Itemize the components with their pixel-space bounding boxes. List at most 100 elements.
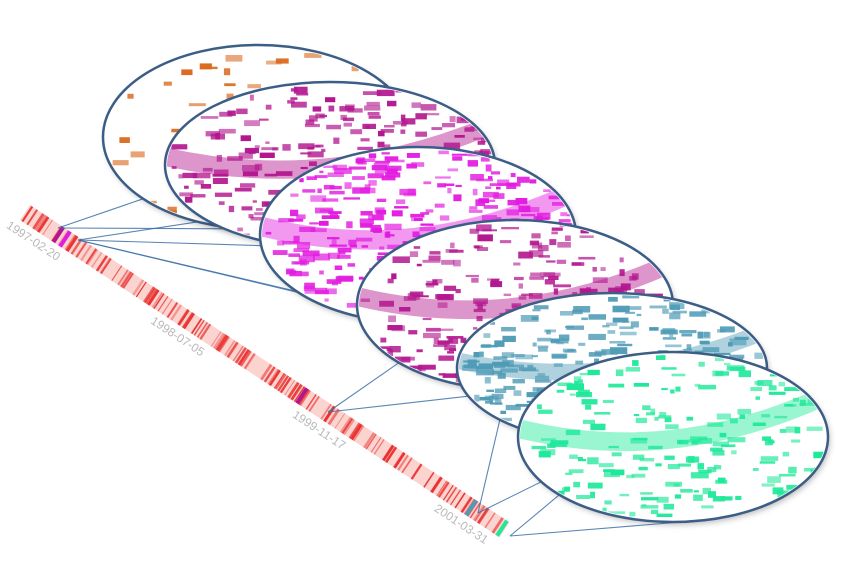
timeline-tick	[263, 366, 276, 383]
timeline-tick	[146, 288, 158, 305]
timeline-tick	[273, 373, 285, 389]
sky-map-background	[518, 352, 828, 522]
timeline-tick	[393, 451, 405, 469]
timeline-tick	[70, 238, 83, 255]
timeline-tick	[274, 373, 287, 390]
connector-line	[509, 521, 681, 537]
timeline-snapshot-marker	[464, 499, 478, 517]
timeline-tick	[232, 345, 244, 362]
timeline-tick	[267, 368, 280, 385]
timeline-tick	[177, 309, 190, 326]
timeline-ticks	[21, 205, 509, 537]
timeline-tick	[135, 281, 147, 298]
timeline-tick	[21, 206, 34, 223]
timeline-tick	[193, 319, 205, 336]
timeline-tick	[234, 347, 247, 364]
timeline-tick	[200, 324, 212, 340]
timeline-tick	[352, 424, 365, 442]
timeline-tick	[166, 301, 179, 319]
timeline-snapshot-marker	[495, 519, 509, 537]
timeline-tick	[243, 353, 256, 369]
timeline-tick	[450, 489, 462, 506]
timeline-tick	[99, 257, 112, 274]
timeline-tick	[339, 416, 351, 433]
timeline-snapshot-marker	[51, 225, 66, 244]
timeline-tick	[51, 225, 62, 242]
timeline-tick	[365, 433, 377, 450]
timeline-tick	[65, 235, 77, 251]
timeline-tick	[132, 279, 145, 296]
timeline-tick	[66, 235, 79, 252]
timeline-tick	[260, 363, 273, 381]
timeline-tick	[122, 272, 134, 289]
timeline-tick	[299, 390, 311, 406]
timeline-strip: 1997-02-20 1998-07-05 1999-11-17 2001-03…	[4, 205, 510, 547]
timeline-tick	[237, 348, 250, 366]
timeline-tick	[491, 517, 504, 534]
timeline-tick	[382, 444, 395, 462]
timeline-tick	[219, 336, 230, 353]
timeline-tick	[290, 384, 303, 401]
connector-line	[477, 417, 501, 514]
timeline-tick	[363, 432, 376, 449]
timeline-tick	[147, 289, 160, 306]
timeline-tick	[161, 298, 173, 315]
timeline-tick	[305, 393, 317, 410]
timeline-tick	[290, 383, 302, 400]
timeline-tick	[143, 286, 156, 303]
timeline-tick	[341, 417, 354, 434]
timeline-tick	[26, 209, 39, 226]
timeline-tick	[91, 252, 103, 268]
timeline-tick	[484, 512, 496, 529]
timeline-tick	[469, 502, 481, 519]
timeline-tick	[32, 213, 45, 230]
timeline-tick	[85, 248, 99, 266]
timeline-tick	[212, 332, 226, 350]
timeline-tick	[37, 216, 50, 233]
timeline-tick	[293, 386, 305, 402]
timeline-tick	[384, 446, 398, 464]
timeline-tick	[334, 413, 346, 429]
timeline-tick	[445, 486, 457, 503]
timeline-tick	[190, 318, 203, 335]
timeline-tick	[268, 369, 280, 386]
sky-maps	[101, 43, 830, 524]
timeline-tick	[34, 214, 48, 232]
timeline-tick	[239, 350, 252, 367]
timeline-tick	[461, 496, 472, 513]
timeline-tick	[157, 295, 169, 312]
timeline-tick	[373, 438, 385, 455]
timeline-tick	[75, 241, 88, 258]
timeline-tick	[442, 484, 454, 501]
connector-line	[327, 360, 402, 413]
timeline-tick	[430, 476, 443, 493]
sky-map-outline	[516, 350, 830, 524]
timeline-tick	[85, 248, 97, 265]
timeline-tick	[147, 289, 159, 305]
timeline-tick	[279, 376, 292, 394]
timeline-tick	[117, 269, 129, 286]
timeline-tick	[42, 219, 53, 236]
timeline-tick	[308, 395, 320, 412]
timeline-tick	[151, 292, 164, 309]
timeline-tick	[226, 341, 239, 359]
timeline-tick	[182, 312, 195, 330]
timeline-tick	[111, 265, 123, 281]
timeline-tick	[210, 331, 222, 347]
timeline-tick	[244, 353, 256, 370]
timeline-tick	[80, 244, 92, 261]
timeline-tick	[277, 375, 290, 392]
timeline-tick	[423, 471, 435, 488]
timeline-tick	[120, 271, 132, 288]
timeline-tick	[153, 293, 165, 310]
timeline-tick	[370, 437, 382, 453]
timeline-tick	[95, 255, 108, 272]
timeline-tick	[350, 423, 363, 440]
timeline-tick	[474, 505, 486, 522]
timeline-snapshot-marker	[295, 387, 309, 405]
timeline-tick	[327, 408, 340, 426]
timeline-tick	[217, 335, 229, 352]
timeline-tick	[170, 304, 183, 321]
